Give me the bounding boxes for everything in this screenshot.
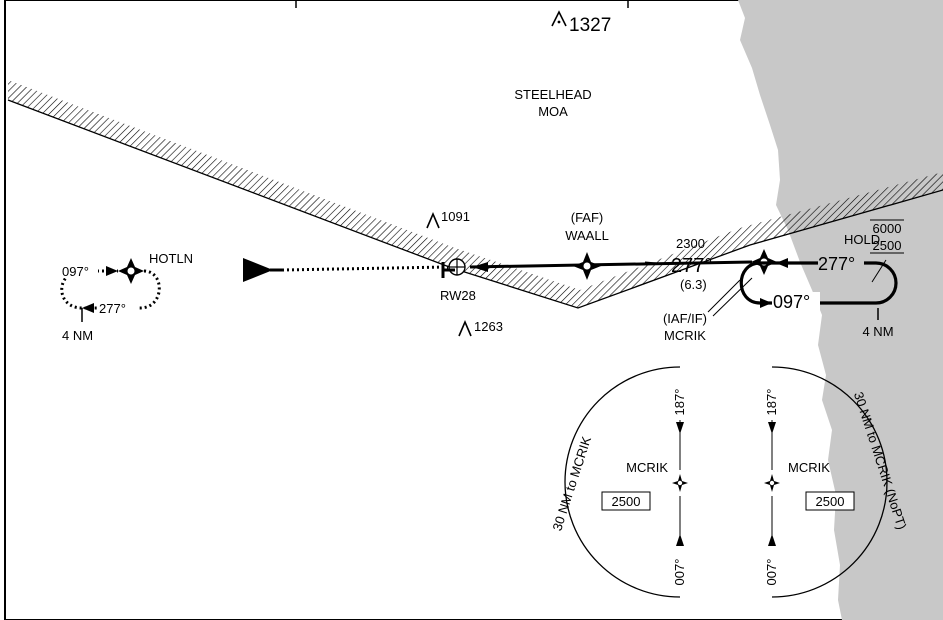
faf-role: (FAF) (571, 210, 604, 225)
hold-left-leg: 4 NM (62, 328, 93, 343)
taa-right-fix (764, 474, 780, 492)
hotln-label: HOTLN (149, 251, 193, 266)
hold-leg-length: 4 NM (862, 324, 893, 339)
obstacle-top: 1327 (551, 10, 611, 36)
taa-left-bearing-bottom: 007° (672, 559, 687, 586)
moa-name: STEELHEAD (514, 87, 591, 102)
approach-altitude: 2300 (676, 236, 705, 251)
iaf-name: MCRIK (664, 328, 706, 343)
approach-leader (644, 261, 669, 265)
hold-inbound-bg (818, 252, 864, 274)
obstacle-1091: 1091 (426, 209, 470, 229)
hold-left-in-bg (98, 300, 138, 316)
hold-leader (871, 259, 887, 283)
hold-alt-min: 2500 (873, 238, 902, 253)
taa-left-alt-box (601, 491, 651, 511)
approach-distance: (6.3) (680, 277, 707, 292)
hold-label: HOLD (844, 232, 880, 247)
obstacle-1263: 1263 (458, 319, 503, 337)
land-area (738, 0, 943, 620)
final-approach-arrowhead (472, 262, 488, 272)
hold-pattern-right (739, 261, 898, 305)
hold-outbound-bg (772, 292, 820, 314)
moa-type: MOA (538, 104, 568, 119)
restricted-area-boundary (7, 99, 943, 309)
hold-arrow-outbound (760, 298, 772, 308)
svg-text:1327: 1327 (569, 15, 611, 36)
hold-inbound-course: 277° (818, 254, 855, 274)
runway-symbol (441, 258, 466, 278)
hotln-fix (118, 258, 144, 284)
hold-arrow-inbound (776, 258, 788, 268)
restricted-area-hatch (8, 80, 943, 308)
hold-outbound-course: 097° (773, 292, 810, 312)
hold-left-outbound: 097° (62, 264, 89, 279)
taa-left-altitude: 2500 (612, 494, 641, 509)
iaf-role: (IAF/IF) (663, 311, 707, 326)
taa-left-fix-label: MCRIK (626, 460, 668, 475)
taa-right-alt-box (805, 491, 855, 511)
faf-name: WAALL (565, 228, 609, 243)
final-approach-course (469, 260, 753, 269)
taa-left-bearing-top: 187° (672, 389, 687, 416)
hold-left-arrow-in (82, 303, 94, 313)
taa-right-bearing-top: 187° (764, 389, 779, 416)
runway-label: RW28 (440, 288, 476, 303)
taa-right-altitude: 2500 (816, 494, 845, 509)
hold-alt-max: 6000 (873, 221, 902, 236)
svg-text:1091: 1091 (441, 209, 470, 224)
faf-waall-fix (573, 252, 601, 280)
hold-left-inbound: 277° (99, 301, 126, 316)
hold-left-arrow-out (106, 266, 118, 276)
svg-text:1263: 1263 (474, 319, 503, 334)
iaf-leader-lines (707, 277, 753, 317)
taa-right-fix-label: MCRIK (788, 460, 830, 475)
approach-course: 277° (671, 255, 712, 277)
taa-left-fix (672, 474, 688, 492)
taa-right-bearing-bottom: 007° (764, 559, 779, 586)
hold-left-out-bg (60, 262, 98, 278)
